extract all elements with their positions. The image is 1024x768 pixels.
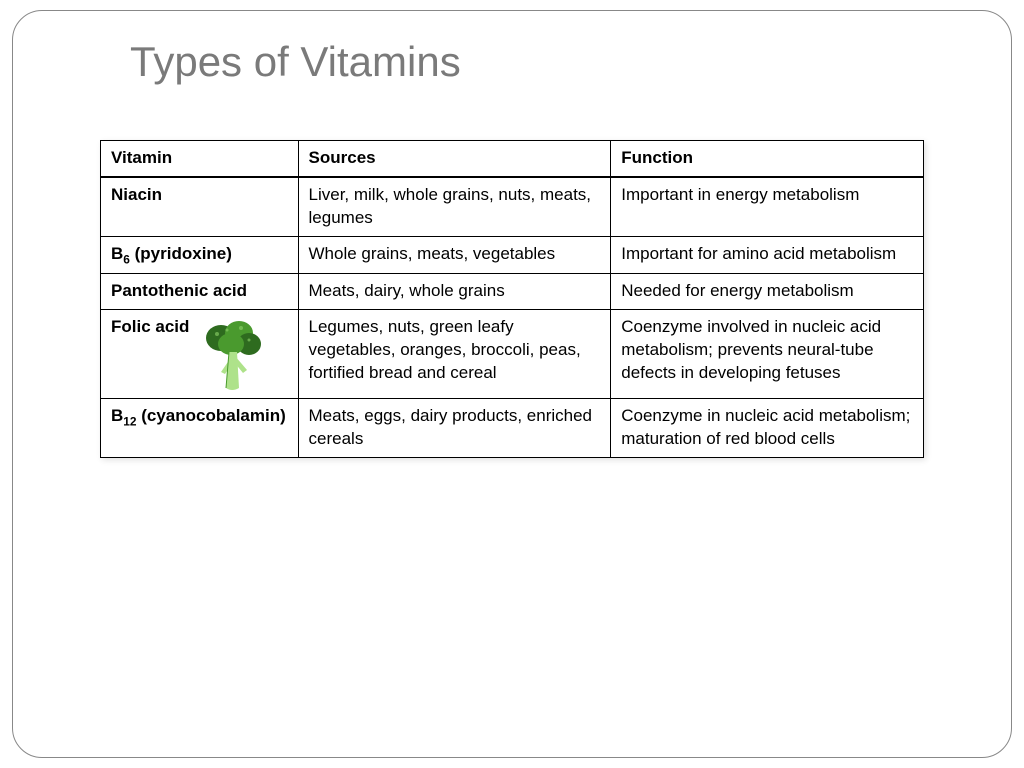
table-row: Folic acid Legumes, nuts, green leafy ve… — [101, 310, 924, 399]
table-row: B12 (cyanocobalamin) Meats, eggs, dairy p… — [101, 399, 924, 458]
cell-vitamin: Folic acid — [101, 310, 299, 399]
vitamin-name: Pantothenic acid — [111, 281, 247, 300]
cell-function: Important in energy metabolism — [611, 177, 924, 236]
table-row: B6 (pyridoxine) Whole grains, meats, vege… — [101, 236, 924, 273]
cell-vitamin: Pantothenic acid — [101, 274, 299, 310]
vitamin-name: Folic acid — [111, 317, 189, 336]
table-row: Pantothenic acid Meats, dairy, whole grai… — [101, 274, 924, 310]
cell-vitamin: B12 (cyanocobalamin) — [101, 399, 299, 458]
table-row: Niacin Liver, milk, whole grains, nuts, m… — [101, 177, 924, 236]
col-header-sources: Sources — [298, 141, 611, 177]
cell-vitamin: B6 (pyridoxine) — [101, 236, 299, 273]
cell-sources: Meats, eggs, dairy products, enriched ce… — [298, 399, 611, 458]
cell-function: Coenzyme involved in nucleic acid metabo… — [611, 310, 924, 399]
vitamins-table-wrap: Vitamin Sources Function Niacin Liver, mi… — [100, 140, 924, 458]
vitamin-name: B12 (cyanocobalamin) — [111, 406, 286, 425]
col-header-vitamin: Vitamin — [101, 141, 299, 177]
vitamins-table: Vitamin Sources Function Niacin Liver, mi… — [100, 140, 924, 458]
cell-sources: Legumes, nuts, green leafy vegetables, o… — [298, 310, 611, 399]
col-header-function: Function — [611, 141, 924, 177]
vitamin-name: Niacin — [111, 185, 162, 204]
cell-sources: Liver, milk, whole grains, nuts, meats, … — [298, 177, 611, 236]
cell-sources: Meats, dairy, whole grains — [298, 274, 611, 310]
cell-sources: Whole grains, meats, vegetables — [298, 236, 611, 273]
cell-function: Coenzyme in nucleic acid metabolism; mat… — [611, 399, 924, 458]
vitamin-name: B6 (pyridoxine) — [111, 244, 232, 263]
page-title: Types of Vitamins — [130, 38, 461, 86]
cell-function: Important for amino acid metabolism — [611, 236, 924, 273]
cell-vitamin: Niacin — [101, 177, 299, 236]
cell-function: Needed for energy metabolism — [611, 274, 924, 310]
broccoli-icon — [199, 318, 269, 392]
table-header-row: Vitamin Sources Function — [101, 141, 924, 177]
table-body: Niacin Liver, milk, whole grains, nuts, m… — [101, 177, 924, 458]
